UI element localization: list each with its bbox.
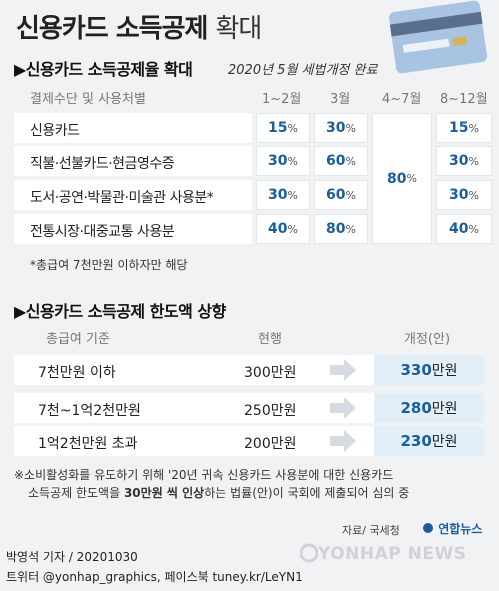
current-limit: 300만원	[244, 365, 297, 381]
header-proposed: 개정(안)	[404, 332, 451, 347]
yonhap-logo-icon	[423, 523, 433, 533]
section1-title: ▶신용카드 소득공제율 확대	[14, 60, 193, 79]
cell-mar: 60%	[314, 146, 368, 176]
cell-jan-feb: 30%	[256, 146, 310, 176]
table-row	[14, 113, 252, 143]
arrow-right-icon	[330, 359, 356, 381]
table-row	[14, 214, 252, 244]
cell-jan-feb: 30%	[256, 180, 310, 210]
source-text: 자료/ 국세청	[342, 524, 400, 537]
row-label: 신용카드	[30, 123, 80, 139]
footnote-line2: 소득공제 한도액을 30만원 씩 인상하는 법률(안)이 국회에 제출되어 심의…	[28, 486, 410, 500]
cell-jan-feb: 40%	[256, 214, 310, 244]
table-row	[14, 146, 252, 176]
byline-social: 트위터 @yonhap_graphics, 페이스북 tuney.kr/LeYN…	[6, 570, 303, 584]
footnote-line1: ※소비활성화를 유도하기 위해 '20년 귀속 신용카드 사용분에 대한 신용카…	[14, 468, 394, 482]
credit-card-icon	[388, 0, 488, 74]
header-jan-feb: 1~2월	[262, 92, 302, 107]
watermark-icon	[300, 543, 318, 563]
cell-aug-dec: 40%	[436, 214, 492, 244]
section1-note: *총급여 7천만원 이하자만 해당	[30, 258, 188, 272]
current-limit: 250만원	[244, 403, 297, 419]
cell-aug-dec: 30%	[436, 180, 492, 210]
new-limit: 330 만원	[374, 355, 484, 385]
row-label: 직불·선불카드·현금영수증	[30, 156, 175, 172]
income-label: 7천~1억2천만원	[38, 403, 141, 419]
footnote: ※소비활성화를 유도하기 위해 '20년 귀속 신용카드 사용분에 대한 신용카…	[14, 466, 409, 502]
new-limit: 280 만원	[374, 393, 484, 423]
header-income: 총급여 기준	[46, 332, 110, 347]
cell-aug-dec: 30%	[436, 146, 492, 176]
watermark: YONHAP NEWS	[318, 544, 467, 564]
cell-aug-dec: 15%	[436, 113, 492, 143]
page-title: 신용카드 소득공제 확대	[16, 14, 262, 44]
header-apr-jul: 4~7월	[382, 92, 422, 107]
section2-title: ▶신용카드 소득공제 한도액 상향	[14, 302, 226, 321]
cell-jan-feb: 15%	[256, 113, 310, 143]
arrow-right-icon	[330, 430, 356, 452]
cell-mar: 80%	[314, 214, 368, 244]
current-limit: 200만원	[244, 436, 297, 452]
cell-apr-jul-merged: 80%	[372, 113, 432, 244]
cell-mar: 60%	[314, 180, 368, 210]
table-row	[14, 180, 252, 210]
cell-mar: 30%	[314, 113, 368, 143]
yonhap-logo: 연합뉴스	[422, 520, 482, 537]
arrow-right-icon	[330, 397, 356, 419]
income-label: 1억2천만원 초과	[38, 436, 138, 452]
new-limit: 230 만원	[374, 426, 484, 456]
row-label: 전통시장·대중교통 사용분	[30, 224, 175, 240]
title-sub: 확대	[215, 14, 262, 44]
header-current: 현행	[258, 332, 282, 347]
header-payment: 결제수단 및 사용처별	[30, 92, 146, 107]
row-label: 도서·공연·박물관·미술관 사용분*	[30, 190, 214, 206]
byline-author: 박영석 기자 / 20201030	[6, 550, 138, 564]
header-mar: 3월	[330, 92, 351, 107]
section1-subtitle: 2020년 5월 세법개정 완료	[228, 63, 378, 78]
income-label: 7천만원 이하	[38, 365, 116, 381]
header-aug-dec: 8~12월	[440, 92, 488, 107]
